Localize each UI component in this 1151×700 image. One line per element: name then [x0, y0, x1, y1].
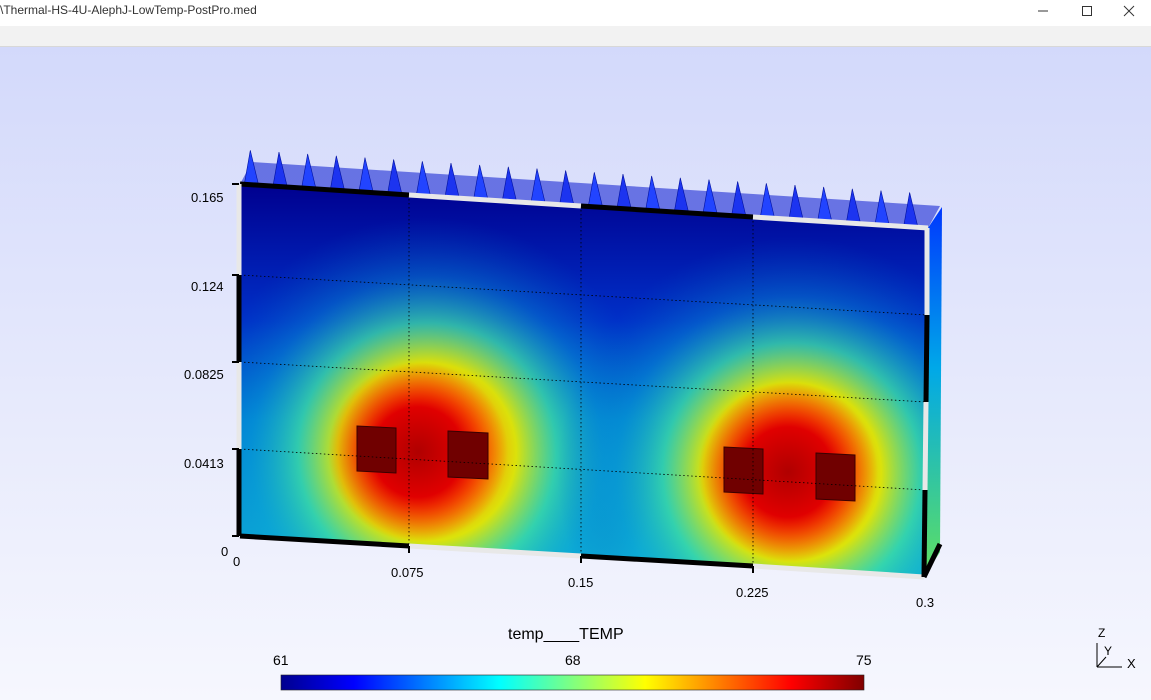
heat-source-4: [815, 452, 856, 502]
temperature-face: [240, 184, 928, 577]
x-tick-label: 0.225: [736, 585, 769, 600]
axes-triad: [1096, 643, 1122, 668]
maximize-button[interactable]: [1064, 0, 1110, 22]
x-tick-label: 0.3: [916, 595, 935, 610]
y-tick-label: 0.124: [191, 279, 224, 294]
triad-x-label: X: [1127, 656, 1136, 671]
scalar-min-label: 61: [273, 652, 289, 668]
triad-z-label: Z: [1098, 626, 1106, 640]
heat-source-2: [447, 430, 489, 480]
window-title: \Thermal-HS-4U-AlephJ-LowTemp-PostPro.me…: [0, 3, 257, 17]
scalar-max-label: 75: [856, 652, 872, 668]
close-icon: [1123, 5, 1135, 17]
scalar-bar: [281, 675, 864, 690]
x-tick-label: 0.075: [391, 565, 424, 580]
render-viewport[interactable]: 0.165 0.124 0.0825 0.0413 0 0 0.075 0.15…: [0, 47, 1151, 700]
y-tick-label: 0.165: [191, 190, 224, 205]
heat-source-1: [356, 425, 397, 474]
plot-grid: [239, 195, 928, 566]
y-tick-label: 0.0825: [184, 367, 224, 382]
minimize-button[interactable]: [1020, 0, 1066, 22]
x-tick-label: 0: [233, 554, 241, 569]
close-button[interactable]: [1106, 0, 1151, 22]
field-name: temp____TEMP: [508, 626, 624, 643]
heat-source-3: [723, 446, 764, 495]
y-tick-label: 0: [221, 544, 229, 559]
maximize-icon: [1082, 6, 1092, 16]
minimize-icon: [1038, 10, 1048, 12]
scalar-mid-label: 68: [565, 652, 581, 668]
axes-frame: [232, 181, 943, 580]
triad-y-label: Y: [1104, 644, 1113, 658]
toolbar-strip: [0, 26, 1151, 47]
title-bar: \Thermal-HS-4U-AlephJ-LowTemp-PostPro.me…: [0, 0, 1151, 26]
y-tick-label: 0.0413: [184, 456, 224, 471]
scene-svg: [232, 150, 1122, 691]
heatsink-fins: [240, 150, 940, 228]
x-tick-label: 0.15: [568, 575, 594, 590]
